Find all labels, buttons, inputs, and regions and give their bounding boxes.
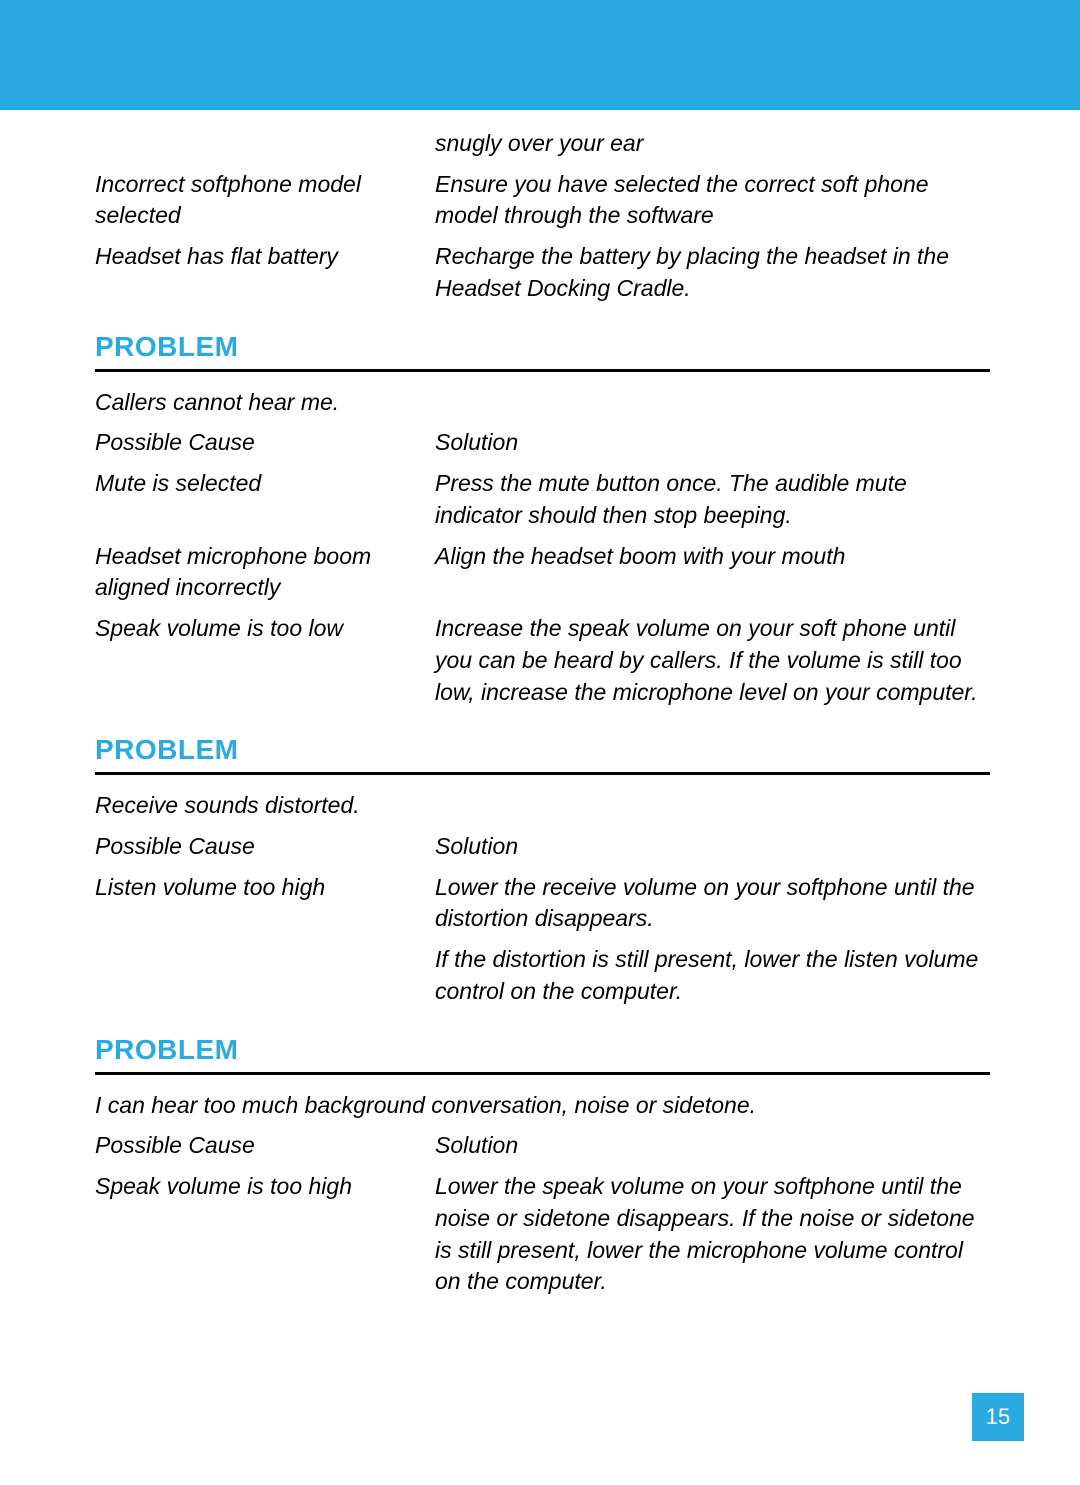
table-row: Listen volume too high Lower the receive… [95, 872, 990, 935]
solution-header: Solution [435, 1130, 990, 1162]
section-rule [95, 369, 990, 372]
cause-cell: Headset microphone boom aligned incorrec… [95, 541, 435, 604]
solution-header: Solution [435, 427, 990, 459]
problem-heading: Problem [95, 734, 990, 766]
section-rule [95, 772, 990, 775]
section-rule [95, 1072, 990, 1075]
page-number: 15 [972, 1393, 1024, 1441]
cause-cell [95, 944, 435, 1007]
table-row: If the distortion is still present, lowe… [95, 944, 990, 1007]
table-row: Mute is selected Press the mute button o… [95, 468, 990, 531]
problem-description: Receive sounds distorted. [95, 790, 990, 822]
page-content: snugly over your ear Incorrect softphone… [0, 110, 1080, 1298]
table-row: Incorrect softphone model selected Ensur… [95, 169, 990, 232]
table-header-row: Possible Cause Solution [95, 1130, 990, 1162]
solution-header: Solution [435, 831, 990, 863]
table-header-row: Possible Cause Solution [95, 427, 990, 459]
solution-cell: Press the mute button once. The audible … [435, 468, 990, 531]
problem-description: I can hear too much background conversat… [95, 1090, 990, 1122]
problem-heading: Problem [95, 1034, 990, 1066]
solution-cell: Lower the receive volume on your softpho… [435, 872, 990, 935]
cause-cell [95, 128, 435, 160]
solution-cell: If the distortion is still present, lowe… [435, 944, 990, 1007]
problem-description: Callers cannot hear me. [95, 387, 990, 419]
cause-cell: Listen volume too high [95, 872, 435, 935]
table-row: Speak volume is too high Lower the speak… [95, 1171, 990, 1298]
table-row: Headset has flat battery Recharge the ba… [95, 241, 990, 304]
table-row: snugly over your ear [95, 128, 990, 160]
cause-header: Possible Cause [95, 427, 435, 459]
solution-cell: Ensure you have selected the correct sof… [435, 169, 990, 232]
cause-cell: Headset has flat battery [95, 241, 435, 304]
cause-cell: Speak volume is too high [95, 1171, 435, 1298]
header-band [0, 0, 1080, 110]
solution-cell: snugly over your ear [435, 128, 990, 160]
solution-cell: Increase the speak volume on your soft p… [435, 613, 990, 708]
cause-cell: Incorrect softphone model selected [95, 169, 435, 232]
cause-cell: Mute is selected [95, 468, 435, 531]
solution-cell: Align the headset boom with your mouth [435, 541, 990, 604]
table-row: Speak volume is too low Increase the spe… [95, 613, 990, 708]
cause-header: Possible Cause [95, 1130, 435, 1162]
problem-heading: Problem [95, 331, 990, 363]
solution-cell: Recharge the battery by placing the head… [435, 241, 990, 304]
table-row: Headset microphone boom aligned incorrec… [95, 541, 990, 604]
cause-header: Possible Cause [95, 831, 435, 863]
solution-cell: Lower the speak volume on your softphone… [435, 1171, 990, 1298]
table-header-row: Possible Cause Solution [95, 831, 990, 863]
cause-cell: Speak volume is too low [95, 613, 435, 708]
